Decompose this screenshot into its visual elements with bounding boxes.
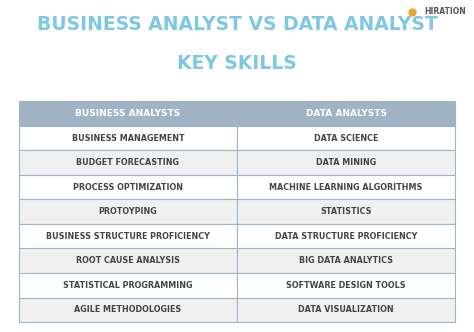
Bar <box>237 101 455 126</box>
Bar <box>19 200 237 224</box>
Text: STATISTICAL PROGRAMMING: STATISTICAL PROGRAMMING <box>63 281 193 290</box>
Bar <box>237 248 455 273</box>
Text: STATISTICS: STATISTICS <box>320 207 372 216</box>
Bar <box>19 101 237 126</box>
Bar <box>237 126 455 150</box>
Text: PROCESS OPTIMIZATION: PROCESS OPTIMIZATION <box>73 183 183 192</box>
Text: DATA MINING: DATA MINING <box>316 158 376 167</box>
Bar <box>19 175 237 200</box>
Text: HIRATION: HIRATION <box>424 7 466 16</box>
Bar <box>19 126 237 150</box>
Text: DATA VISUALIZATION: DATA VISUALIZATION <box>298 305 394 314</box>
Bar <box>19 150 237 175</box>
Text: BUDGET FORECASTING: BUDGET FORECASTING <box>76 158 180 167</box>
Bar <box>19 273 237 297</box>
Text: BUSINESS ANALYST VS DATA ANALYST: BUSINESS ANALYST VS DATA ANALYST <box>36 15 438 34</box>
Bar <box>237 224 455 248</box>
Text: PROTOYPING: PROTOYPING <box>99 207 157 216</box>
Text: BUSINESS MANAGEMENT: BUSINESS MANAGEMENT <box>72 133 184 142</box>
Text: BUSINESS STRUCTURE PROFICIENCY: BUSINESS STRUCTURE PROFICIENCY <box>46 232 210 241</box>
Text: DATA ANALYSTS: DATA ANALYSTS <box>306 109 386 118</box>
Text: MACHINE LEARNING ALGORITHMS: MACHINE LEARNING ALGORITHMS <box>269 183 423 192</box>
Text: SOFTWARE DESIGN TOOLS: SOFTWARE DESIGN TOOLS <box>286 281 406 290</box>
Text: BUSINESS ANALYSTS: BUSINESS ANALYSTS <box>75 109 181 118</box>
Bar <box>19 248 237 273</box>
Bar <box>237 200 455 224</box>
Bar <box>237 175 455 200</box>
Bar <box>237 150 455 175</box>
Text: DATA SCIENCE: DATA SCIENCE <box>314 133 378 142</box>
Bar <box>19 224 237 248</box>
Text: KEY SKILLS: KEY SKILLS <box>177 54 297 73</box>
Text: AGILE METHODOLOGIES: AGILE METHODOLOGIES <box>74 305 182 314</box>
Bar <box>237 297 455 322</box>
Text: DATA STRUCTURE PROFICIENCY: DATA STRUCTURE PROFICIENCY <box>275 232 417 241</box>
Bar <box>237 273 455 297</box>
Text: ROOT CAUSE ANALYSIS: ROOT CAUSE ANALYSIS <box>76 256 180 265</box>
Text: BIG DATA ANALYTICS: BIG DATA ANALYTICS <box>299 256 393 265</box>
Bar <box>19 297 237 322</box>
